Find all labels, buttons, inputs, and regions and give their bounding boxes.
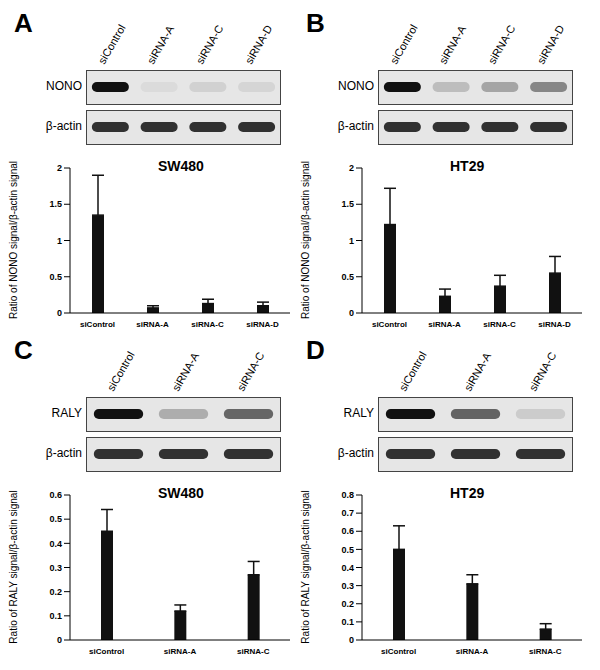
svg-text:0.5: 0.5 (341, 545, 354, 555)
html-text:siControl: siControl (96, 22, 129, 66)
html-text:RALY: RALY (51, 406, 82, 420)
html-text:Ratio of RALY signal/β-actin s: Ratio of RALY signal/β-actin signal (8, 490, 19, 644)
html-text:Ratio of RALY signal/β-actin s: Ratio of RALY signal/β-actin signal (300, 490, 311, 644)
html-text:RALY: RALY (343, 406, 374, 420)
svg-text:0.2: 0.2 (49, 587, 62, 597)
svg-text:0.2: 0.2 (341, 599, 354, 609)
svg-text:1: 1 (349, 236, 354, 246)
svg-text:siRNA-C: siRNA-C (483, 320, 516, 329)
svg-text:siRNA-C: siRNA-C (237, 647, 270, 656)
html-text:siRNA-D: siRNA-D (534, 23, 566, 66)
html-text:β-actin: β-actin (337, 119, 374, 133)
html-text:siControl: siControl (388, 22, 421, 66)
svg-text:0.8: 0.8 (341, 490, 354, 500)
html-text:A: A (14, 8, 33, 38)
svg-text:0: 0 (349, 635, 354, 645)
html-text:HT29: HT29 (450, 158, 485, 174)
svg-text:siControl: siControl (372, 320, 407, 329)
html-text:NONO: NONO (46, 79, 82, 93)
svg-text:0.3: 0.3 (341, 581, 354, 591)
svg-text:siRNA-C: siRNA-C (529, 647, 562, 656)
html-text:B: B (306, 8, 325, 38)
html-text:HT29: HT29 (450, 485, 485, 501)
html-text:siRNA-C: siRNA-C (234, 350, 266, 393)
html-text:siRNA-A: siRNA-A (169, 350, 201, 393)
html-text:siRNA-C: siRNA-C (526, 350, 558, 393)
html-text:D: D (306, 335, 325, 365)
html-text:siControl: siControl (104, 349, 137, 393)
svg-text:0.4: 0.4 (49, 539, 62, 549)
svg-text:1.5: 1.5 (341, 199, 354, 209)
svg-text:0.5: 0.5 (341, 272, 354, 282)
svg-text:0: 0 (57, 635, 62, 645)
svg-text:0.7: 0.7 (341, 508, 354, 518)
html-text:Ratio of NONO signal/β-actin s: Ratio of NONO signal/β-actin signal (8, 161, 19, 319)
svg-text:0.6: 0.6 (341, 526, 354, 536)
svg-text:1.5: 1.5 (49, 199, 62, 209)
html-text:siRNA-C: siRNA-C (193, 23, 226, 66)
svg-text:siRNA-D: siRNA-D (246, 320, 279, 329)
html-text:C: C (14, 335, 33, 365)
svg-text:0.5: 0.5 (49, 514, 62, 524)
svg-text:siRNA-D: siRNA-D (538, 320, 571, 329)
html-text:β-actin: β-actin (337, 446, 374, 460)
svg-text:0.1: 0.1 (49, 611, 62, 621)
html-text:Ratio of NONO signal/β-actin s: Ratio of NONO signal/β-actin signal (300, 161, 311, 319)
svg-text:2: 2 (349, 163, 354, 173)
html-text:siRNA-A: siRNA-A (461, 350, 493, 393)
html-text:SW480: SW480 (158, 485, 204, 501)
html-text:β-actin: β-actin (45, 119, 82, 133)
svg-text:0.1: 0.1 (341, 617, 354, 627)
svg-text:0.5: 0.5 (49, 272, 62, 282)
svg-text:siRNA-A: siRNA-A (164, 647, 197, 656)
html-text:siControl: siControl (396, 349, 429, 393)
html-text:siRNA-A: siRNA-A (144, 23, 177, 66)
svg-text:0.6: 0.6 (49, 490, 62, 500)
html-text:siRNA-C: siRNA-C (485, 23, 518, 66)
svg-text:siControl: siControl (89, 647, 124, 656)
svg-text:0: 0 (349, 308, 354, 318)
svg-text:1: 1 (57, 236, 62, 246)
html-text:NONO: NONO (338, 79, 374, 93)
svg-text:siRNA-A: siRNA-A (456, 647, 489, 656)
svg-text:siRNA-A: siRNA-A (428, 320, 461, 329)
html-text:β-actin: β-actin (45, 446, 82, 460)
svg-text:siControl: siControl (80, 320, 115, 329)
svg-text:2: 2 (57, 163, 62, 173)
svg-text:siRNA-C: siRNA-C (191, 320, 224, 329)
html-text:siRNA-A: siRNA-A (436, 23, 469, 66)
svg-text:siRNA-A: siRNA-A (136, 320, 169, 329)
html-text:SW480: SW480 (158, 158, 204, 174)
svg-text:siControl: siControl (381, 647, 416, 656)
svg-text:0.4: 0.4 (341, 563, 354, 573)
svg-text:0.3: 0.3 (49, 563, 62, 573)
svg-text:0: 0 (57, 308, 62, 318)
html-text:siRNA-D: siRNA-D (242, 23, 274, 66)
